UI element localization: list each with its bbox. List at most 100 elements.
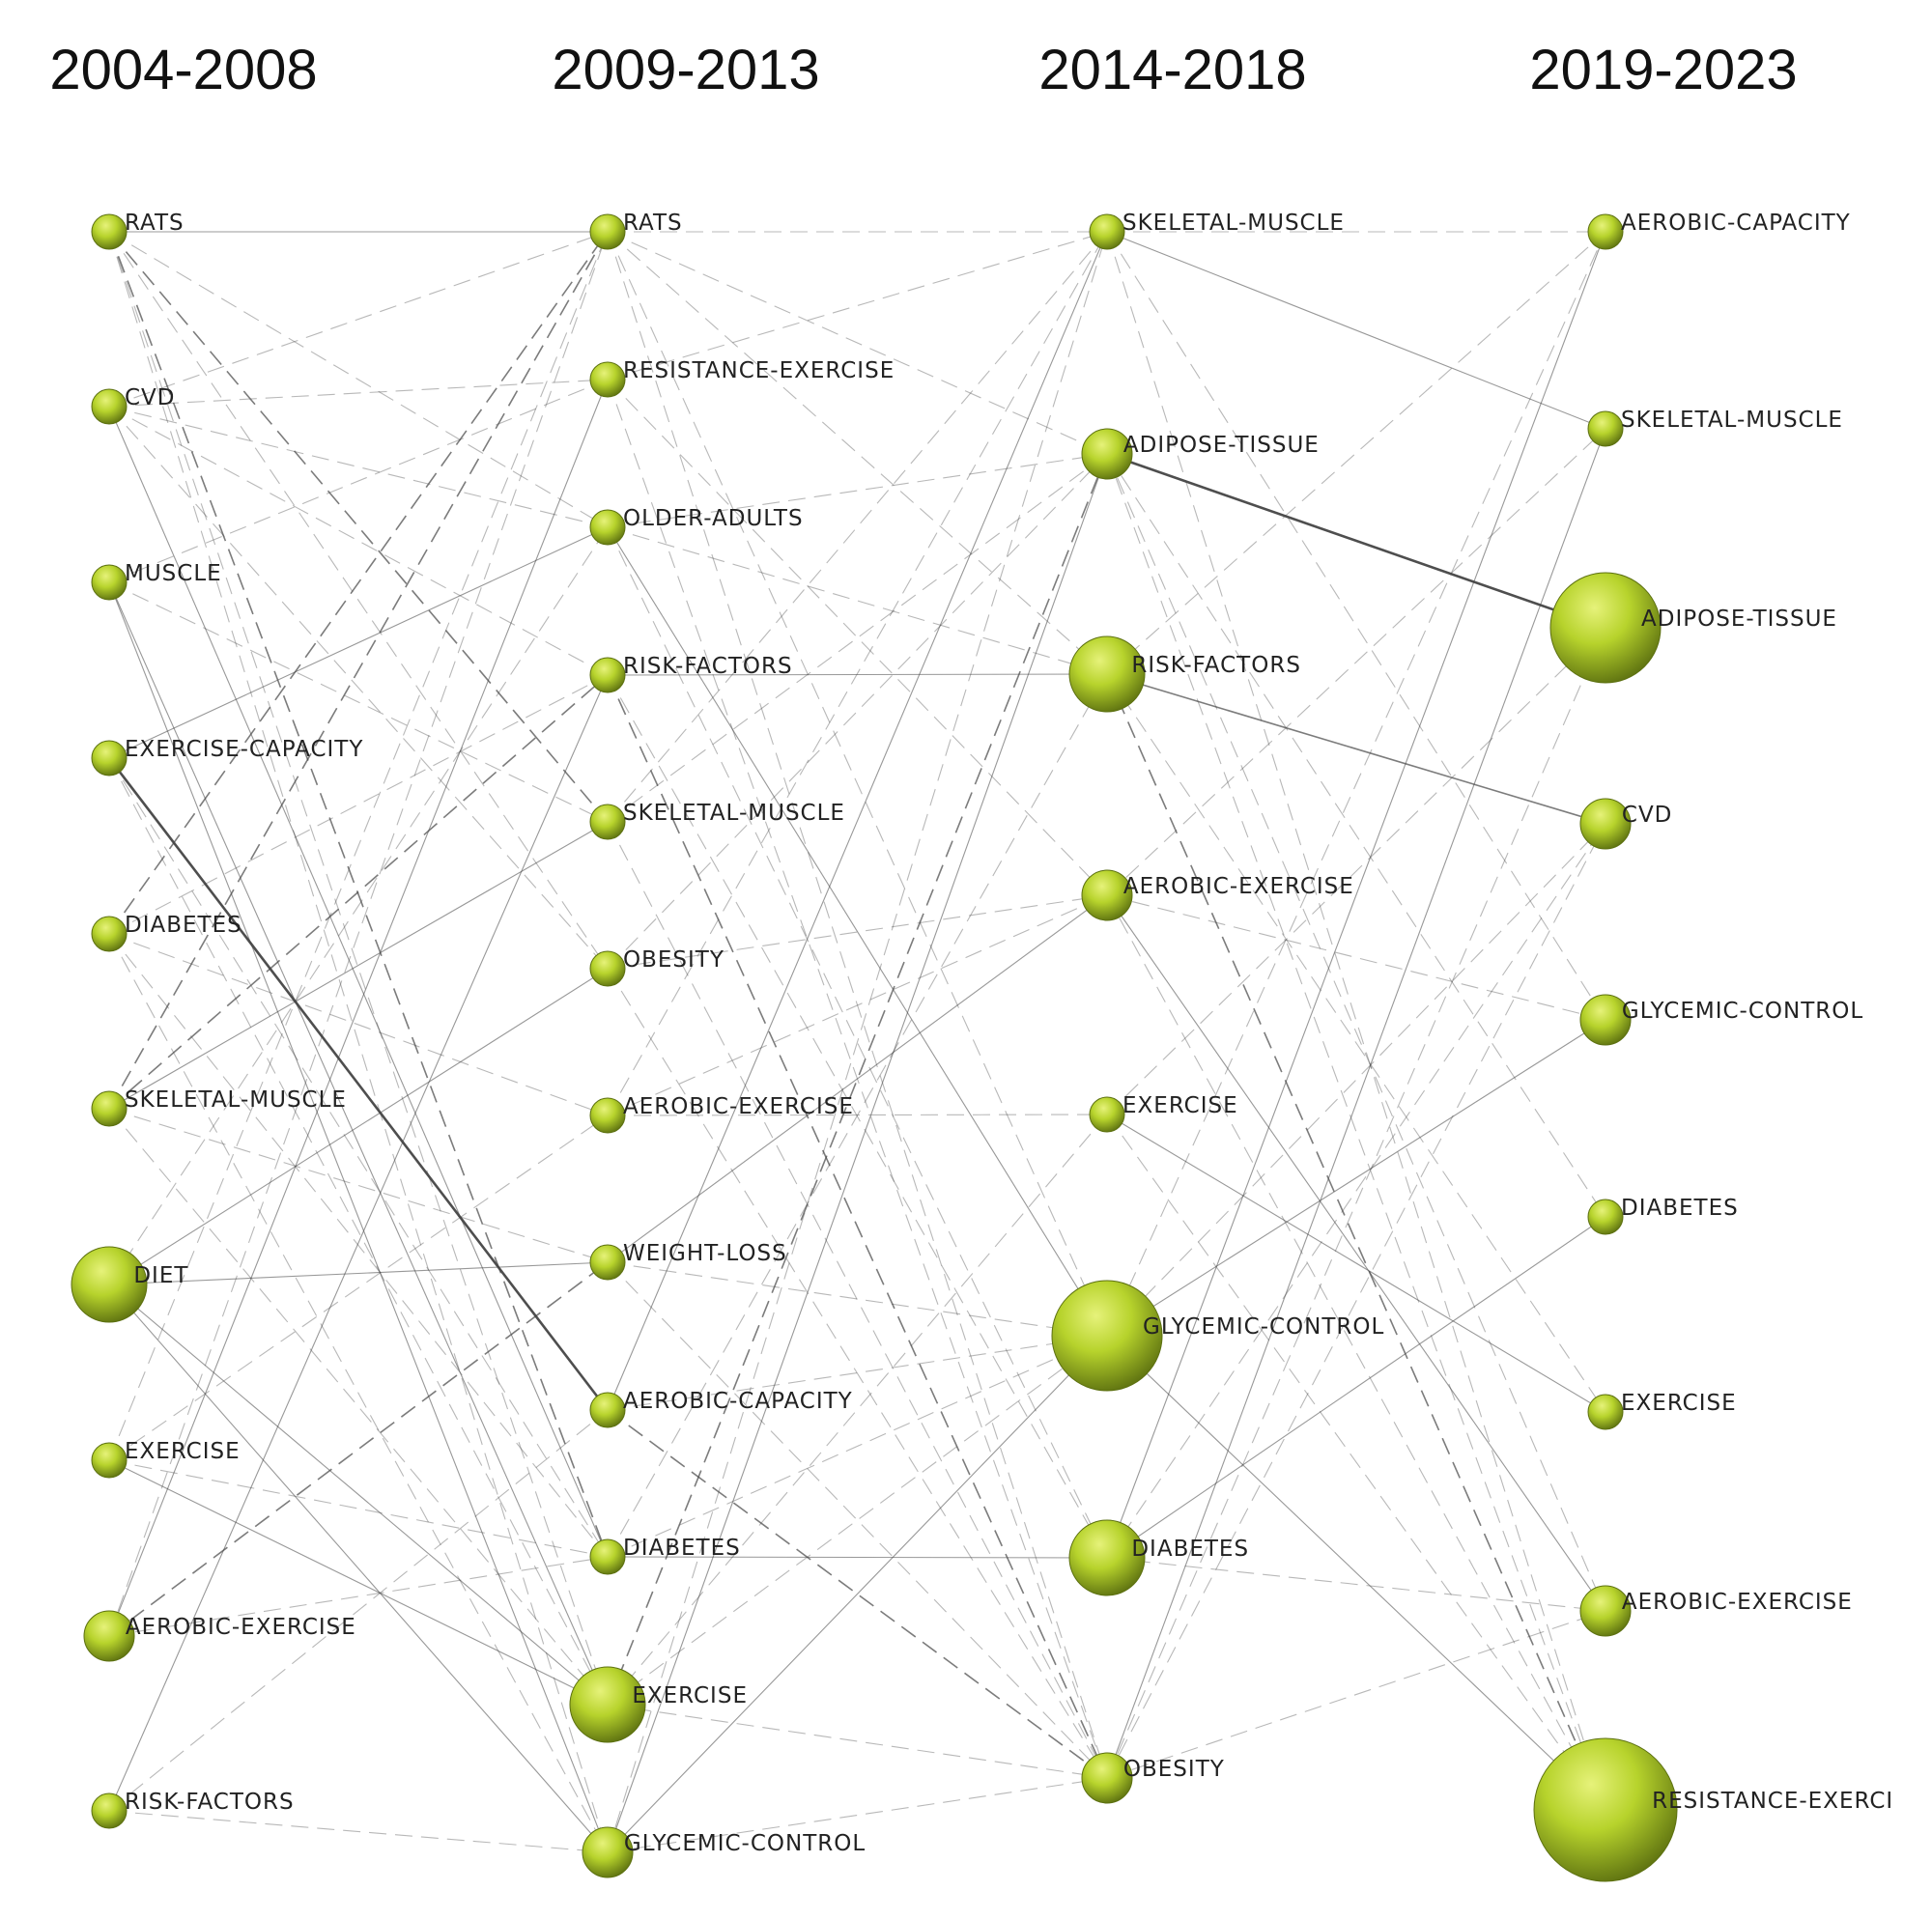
theme-node[interactable]: DIABETES — [1068, 1519, 1249, 1596]
theme-node[interactable]: OLDER-ADULTS — [589, 506, 804, 546]
theme-label: EXERCISE — [125, 1439, 241, 1464]
theme-node[interactable]: EXERCISE — [1089, 1093, 1238, 1133]
theme-node[interactable]: DIABETES — [1587, 1196, 1739, 1235]
theme-node[interactable]: GLYCEMIC-CONTROL — [582, 1826, 866, 1878]
theme-bubble — [1533, 1737, 1678, 1882]
theme-label: AEROBIC-EXERCISE — [126, 1615, 356, 1640]
theme-label: AEROBIC-EXERCISE — [623, 1094, 854, 1119]
theme-node[interactable]: EXERCISE — [1587, 1391, 1737, 1430]
theme-node[interactable]: SKELETAL-MUSCLE — [589, 801, 845, 840]
theme-node[interactable]: EXERCISE — [91, 1439, 241, 1479]
theme-bubble — [1089, 213, 1125, 250]
theme-node[interactable]: MUSCLE — [91, 561, 222, 601]
evolution-link — [1106, 894, 1606, 1021]
theme-label: GLYCEMIC-CONTROL — [1143, 1314, 1384, 1340]
evolution-link — [108, 757, 609, 1706]
theme-node[interactable]: RISK-FACTORS — [589, 654, 793, 693]
theme-node[interactable]: OBESITY — [589, 947, 724, 987]
theme-bubble — [1081, 1752, 1133, 1804]
theme-bubble — [1051, 1280, 1163, 1392]
theme-node[interactable]: AEROBIC-EXERCISE — [1579, 1585, 1853, 1637]
theme-node[interactable]: SKELETAL-MUSCLE — [1089, 211, 1345, 250]
evolution-link — [1106, 231, 1606, 1021]
evolution-link — [607, 526, 1108, 675]
evolution-link — [607, 1335, 1108, 1411]
evolution-link — [1106, 1557, 1606, 1612]
evolution-link — [607, 1704, 1108, 1779]
theme-node[interactable]: OBESITY — [1081, 1752, 1225, 1804]
theme-node[interactable]: AEROBIC-CAPACITY — [1587, 211, 1851, 250]
evolution-link — [1106, 428, 1606, 1779]
theme-node[interactable]: EXERCISE-CAPACITY — [91, 737, 363, 776]
theme-label: RATS — [623, 211, 683, 236]
evolution-link — [108, 674, 609, 1110]
theme-label: ADIPOSE-TISSUE — [1641, 607, 1837, 632]
theme-node[interactable]: DIABETES — [91, 913, 242, 952]
theme-bubble — [589, 1244, 626, 1281]
evolution-link — [108, 1459, 609, 1706]
evolution-link — [108, 1261, 609, 1285]
theme-node[interactable]: AEROBIC-EXERCISE — [589, 1094, 854, 1134]
theme-node[interactable]: GLYCEMIC-CONTROL — [1051, 1280, 1384, 1392]
theme-label: MUSCLE — [125, 561, 222, 586]
evolution-link — [1106, 673, 1606, 825]
evolution-link — [607, 894, 1108, 1263]
evolution-link — [1106, 231, 1606, 1559]
theme-node[interactable]: AEROBIC-CAPACITY — [589, 1389, 853, 1428]
period-header: 2014-2018 — [1038, 39, 1306, 101]
theme-bubble — [1579, 798, 1632, 850]
theme-node[interactable]: SKELETAL-MUSCLE — [1587, 408, 1843, 447]
theme-label: DIABETES — [1621, 1196, 1739, 1221]
evolution-link — [1106, 453, 1606, 1612]
evolution-link — [108, 757, 609, 1558]
theme-node[interactable]: ADIPOSE-TISSUE — [1081, 428, 1320, 480]
theme-node[interactable]: AEROBIC-EXERCISE — [1081, 869, 1354, 921]
theme-node[interactable]: RISK-FACTORS — [1068, 635, 1301, 713]
theme-bubble — [91, 564, 128, 601]
theme-node[interactable]: CVD — [1579, 798, 1673, 850]
theme-node[interactable]: WEIGHT-LOSS — [589, 1241, 787, 1281]
theme-label: EXERCISE-CAPACITY — [125, 737, 363, 762]
evolution-link — [108, 406, 609, 970]
evolution-link — [108, 231, 609, 1461]
evolution-link — [607, 894, 1108, 970]
theme-bubble — [1579, 994, 1632, 1046]
theme-node[interactable]: DIABETES — [589, 1536, 741, 1575]
theme-node[interactable]: RATS — [91, 211, 185, 250]
theme-node[interactable]: ADIPOSE-TISSUE — [1549, 572, 1837, 684]
theme-node[interactable]: GLYCEMIC-CONTROL — [1579, 994, 1863, 1046]
theme-node[interactable]: CVD — [91, 385, 176, 425]
theme-label: GLYCEMIC-CONTROL — [624, 1831, 866, 1856]
theme-node[interactable]: EXERCISE — [569, 1666, 748, 1743]
evolution-link — [1106, 453, 1606, 1811]
evolution-link — [1106, 627, 1606, 1779]
theme-label: SKELETAL-MUSCLE — [1621, 408, 1843, 433]
theme-node[interactable]: RATS — [589, 211, 683, 250]
evolution-link — [607, 674, 1108, 1779]
evolution-link — [607, 673, 1108, 1558]
theme-node[interactable]: RESISTANCE-EXERCISE — [589, 358, 895, 398]
theme-bubble — [1081, 428, 1133, 480]
evolution-link — [108, 379, 609, 583]
theme-label: DIABETES — [1131, 1537, 1249, 1562]
theme-node[interactable]: AEROBIC-EXERCISE — [83, 1610, 356, 1662]
theme-label: OLDER-ADULTS — [623, 506, 804, 531]
evolution-link — [1106, 1335, 1606, 1811]
evolution-link — [607, 894, 1108, 1116]
evolution-link — [1106, 1610, 1606, 1779]
theme-label: DIET — [133, 1263, 188, 1288]
evolution-link — [607, 231, 1108, 381]
evolution-link — [1106, 894, 1606, 1612]
theme-bubble — [91, 1090, 128, 1127]
evolution-link — [108, 406, 609, 676]
theme-label: CVD — [1622, 803, 1673, 828]
theme-node[interactable]: RESISTANCE-EXERCI — [1533, 1737, 1893, 1882]
evolution-link — [607, 231, 1108, 1337]
theme-node[interactable]: SKELETAL-MUSCLE — [91, 1087, 347, 1127]
evolution-link — [108, 674, 609, 935]
theme-node[interactable]: DIET — [71, 1246, 188, 1323]
evolution-link — [108, 968, 609, 1285]
evolution-link — [607, 231, 1108, 1116]
theme-node[interactable]: RISK-FACTORS — [91, 1790, 295, 1829]
